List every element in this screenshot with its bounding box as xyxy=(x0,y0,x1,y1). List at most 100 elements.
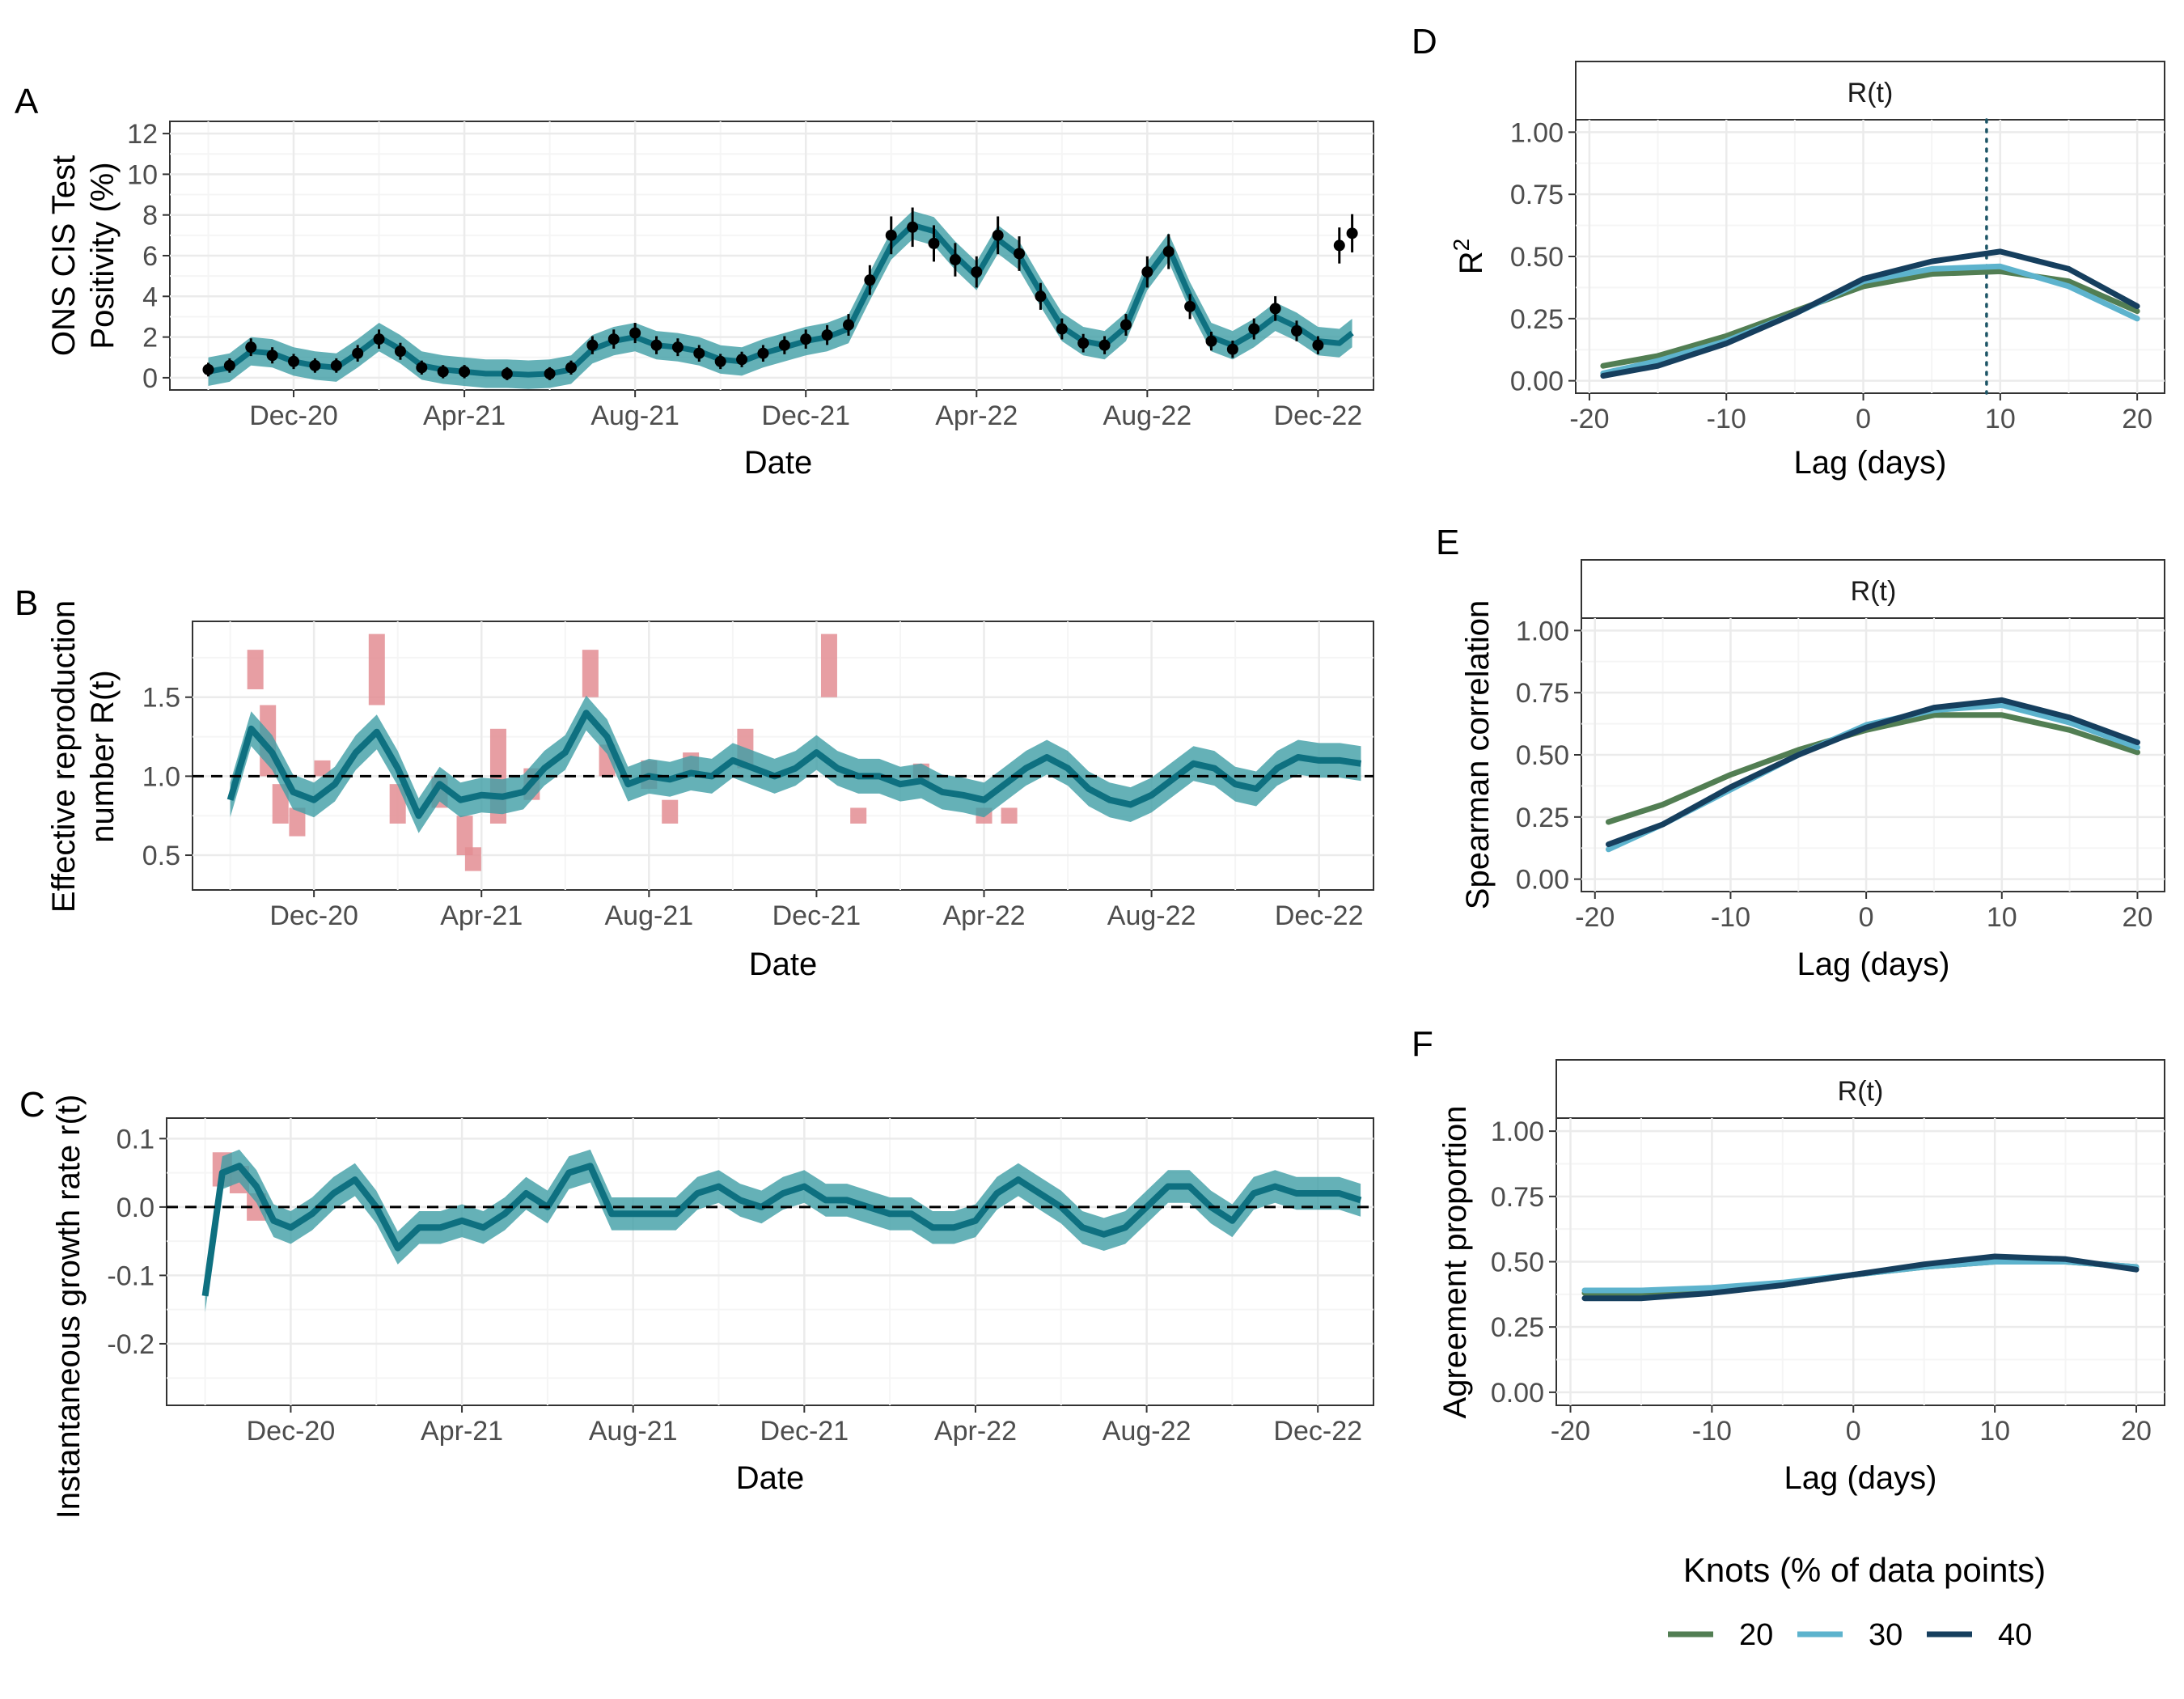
panel-a-data-point xyxy=(288,355,300,367)
panel-b-estimate-bar xyxy=(456,816,473,856)
panel-b-estimate-bar xyxy=(247,650,264,689)
panel-b-rt-line xyxy=(226,710,1362,820)
panel-a-y-tick-label: 2 xyxy=(142,323,158,354)
panel-d-x-tick-label: 10 xyxy=(1985,404,2016,434)
panel-a-data-point xyxy=(437,366,449,378)
panel-d-y-tick-label: 1.00 xyxy=(1510,117,1564,148)
panel-c-confidence-band xyxy=(205,1149,1361,1312)
panel-a-data-point xyxy=(373,333,385,345)
panel-a-data-point xyxy=(1291,325,1303,337)
panel-a-data-point xyxy=(1014,248,1026,260)
panel-a-data-point xyxy=(949,254,961,266)
panel-a-data-point xyxy=(1141,266,1153,278)
panel-b-x-tick-label: Aug-21 xyxy=(605,900,694,931)
panel-d-strip-label: R(t) xyxy=(1848,78,1894,108)
panel-e-x-tick-label: 20 xyxy=(2123,902,2153,933)
panel-b-estimate-bar xyxy=(850,807,867,824)
legend-label-20: 20 xyxy=(1739,1618,1773,1652)
panel-a-data-point xyxy=(352,347,364,359)
panel-b-estimate-bar xyxy=(662,799,679,824)
panel-a-y-tick-label: 4 xyxy=(142,282,158,312)
panel-e-x-tick-label: 0 xyxy=(1859,902,1874,933)
panel-a-x-tick-label: Aug-21 xyxy=(590,400,679,431)
panel-a-data-point xyxy=(544,367,556,379)
panel-b-estimate-bar xyxy=(582,650,599,697)
panel-f-x-label: Lag (days) xyxy=(1784,1460,1937,1496)
panel-a-x-tick-label: Apr-22 xyxy=(935,400,1018,431)
panel-c-y-tick-label: 0.1 xyxy=(116,1124,154,1155)
panel-f-y-tick-label: 0.75 xyxy=(1491,1182,1544,1213)
panel-f-y-label: Agreement proportion xyxy=(1437,1106,1473,1419)
panel-b-x-label: Date xyxy=(749,947,818,982)
panel-c-x-tick-label: Apr-22 xyxy=(934,1416,1017,1447)
panel-a-data-point xyxy=(202,363,214,375)
panel-e-series-line-40 xyxy=(1606,697,2140,848)
panel-a-data-point xyxy=(842,319,854,331)
panel-c-x-tick-label: Dec-21 xyxy=(760,1416,849,1447)
panel-e-strip xyxy=(1581,559,2165,619)
panel-e-y-tick-label: 0.50 xyxy=(1516,740,1569,771)
panel-d-x-label: Lag (days) xyxy=(1794,445,1947,481)
panel-a-data-point xyxy=(907,221,919,233)
panel-b-x-tick-label: Dec-20 xyxy=(269,900,358,931)
panel-d-y-label-base: R xyxy=(1454,251,1489,274)
panel-b-y-label-1: Effective reproduction xyxy=(46,600,82,913)
panel-a-data-point xyxy=(714,355,726,367)
panel-a-data-point xyxy=(629,327,641,339)
panel-a-data-point xyxy=(778,339,790,351)
panel-d-y-tick-label: 0.25 xyxy=(1510,304,1564,335)
panel-b-estimate-bar xyxy=(314,760,331,777)
panel-c-x-label: Date xyxy=(736,1460,805,1496)
panel-tag-d: D xyxy=(1412,22,1437,61)
panel-a-x-tick-label: Aug-22 xyxy=(1103,400,1192,431)
panel-c-plot-area xyxy=(166,1117,1374,1406)
panel-f-x-tick-label: 0 xyxy=(1846,1416,1861,1447)
panel-b-estimate-bar xyxy=(820,633,837,697)
panel-f-x-tick-label: -10 xyxy=(1692,1416,1732,1447)
panel-a-data-point xyxy=(736,354,748,366)
panel-a-data-point xyxy=(309,359,321,371)
panel-a-data-point xyxy=(671,341,684,354)
panel-tag-f: F xyxy=(1412,1024,1433,1064)
panel-b-y-tick-label: 1.5 xyxy=(142,683,180,714)
panel-e-y-tick-label: 0.25 xyxy=(1516,803,1569,833)
panel-a-data-point xyxy=(693,347,705,359)
panel-d-y-label-superscript: 2 xyxy=(1449,239,1474,252)
panel-f-y-tick-label: 1.00 xyxy=(1491,1116,1544,1147)
panel-f-y-tick-label: 0.00 xyxy=(1491,1378,1544,1409)
panel-b-estimate-bar xyxy=(272,784,289,824)
panel-f-y-tick-label: 0.50 xyxy=(1491,1248,1544,1278)
panel-tag-b: B xyxy=(15,583,38,623)
panel-a-y-tick-label: 10 xyxy=(127,159,158,190)
panel-a-data-point xyxy=(586,339,599,351)
panel-a-data-point xyxy=(394,345,406,358)
panel-e-x-tick-label: 10 xyxy=(1987,902,2017,933)
panel-c-y-tick-label: -0.1 xyxy=(107,1260,154,1291)
panel-b-x-tick-label: Aug-22 xyxy=(1107,900,1196,931)
panel-b-x-tick-label: Apr-21 xyxy=(440,900,523,931)
panel-f-x-tick-label: 20 xyxy=(2121,1416,2152,1447)
panel-a-data-point xyxy=(330,359,342,371)
panel-tag-c: C xyxy=(19,1085,45,1125)
panel-a-data-point xyxy=(864,274,876,286)
panel-f-x-tick-label: -20 xyxy=(1551,1416,1590,1447)
panel-e-x-label: Lag (days) xyxy=(1797,947,1950,982)
panel-f-x-tick-label: 10 xyxy=(1979,1416,2010,1447)
panel-d-y-label: R2 xyxy=(1449,239,1489,274)
panel-e-x-tick-label: -20 xyxy=(1575,902,1615,933)
panel-b-estimate-bar xyxy=(1001,807,1018,824)
panel-a-data-point xyxy=(245,341,257,354)
panel-f-strip-label: R(t) xyxy=(1838,1076,1884,1107)
panel-e-x-tick-label: -10 xyxy=(1711,902,1750,933)
panel-b-x-tick-label: Apr-22 xyxy=(942,900,1025,931)
panel-a-data-point xyxy=(800,333,812,345)
panel-a-x-tick-label: Dec-22 xyxy=(1274,400,1363,431)
panel-a-data-point xyxy=(223,359,235,371)
panel-d-series-line-40 xyxy=(1600,248,2140,379)
panel-a-data-point xyxy=(459,366,471,378)
panel-d-y-tick-label: 0.50 xyxy=(1510,242,1564,273)
panel-b-y-label-2: number R(t) xyxy=(85,670,121,842)
panel-c-x-tick-label: Aug-21 xyxy=(589,1416,678,1447)
panel-a-data-point xyxy=(1333,239,1345,252)
